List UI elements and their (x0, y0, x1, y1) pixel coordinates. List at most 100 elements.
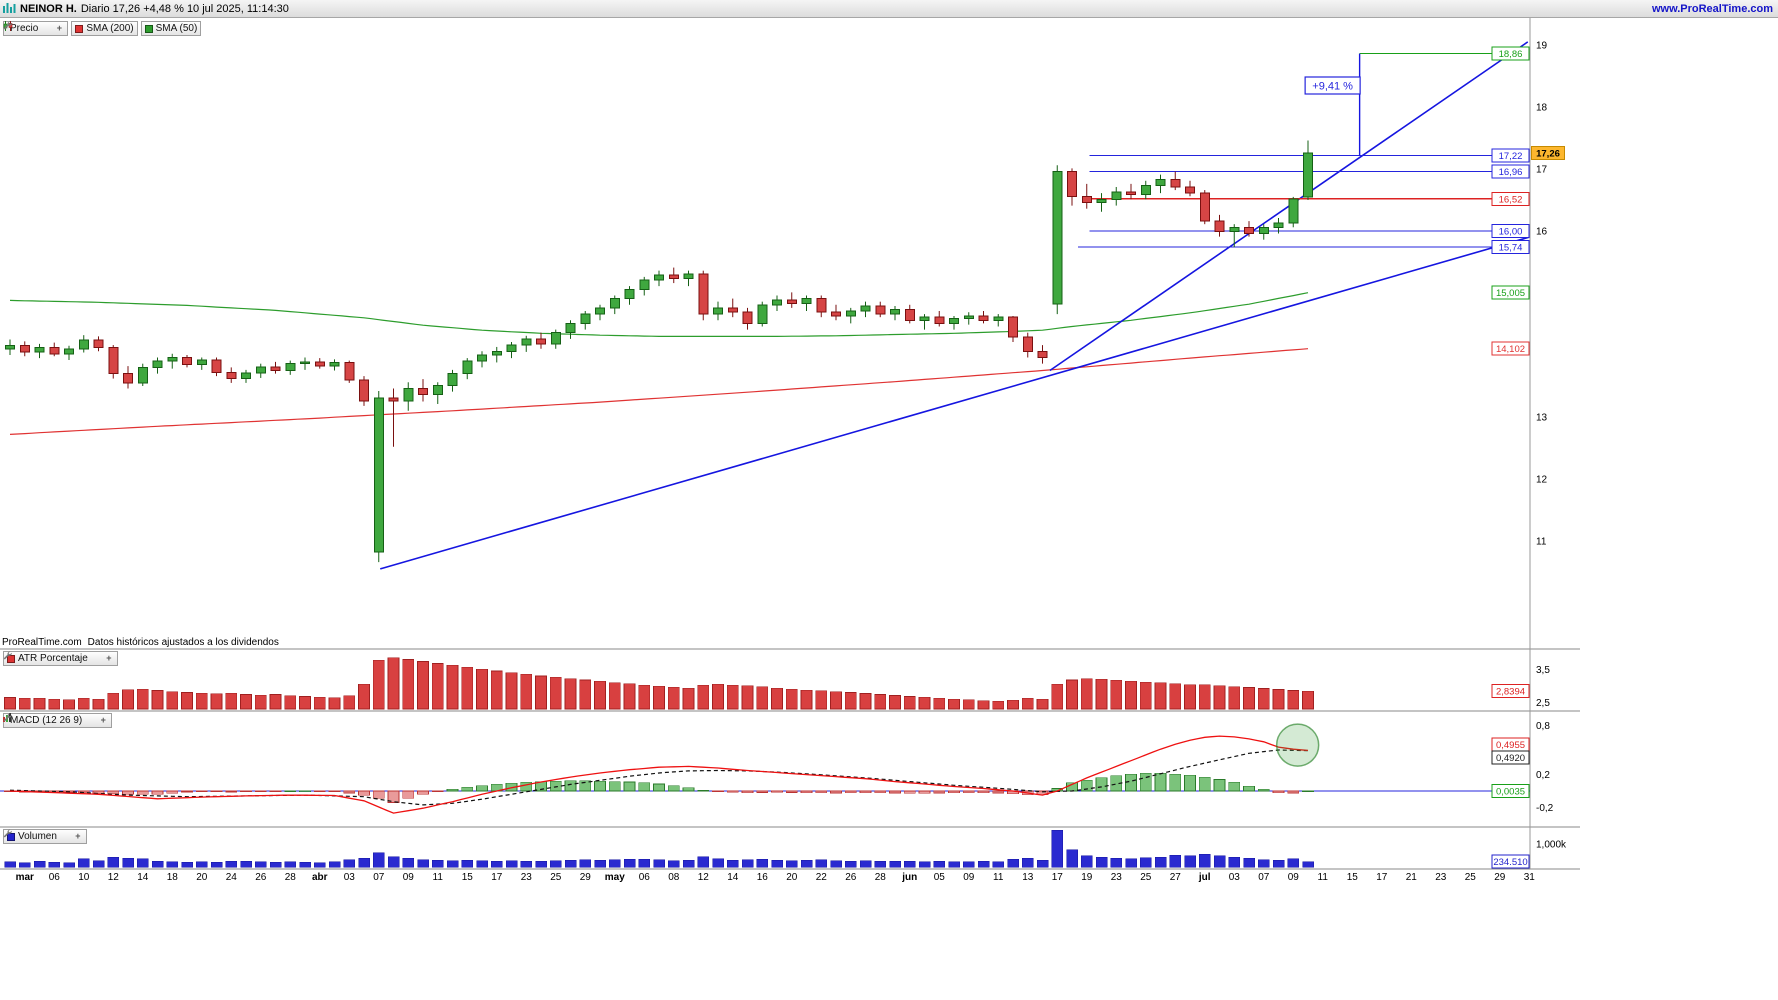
macd-hist-bar (107, 790, 120, 795)
x-axis-label: 16 (757, 872, 769, 883)
add-indicator-icon[interactable]: + (106, 653, 112, 663)
volume-bar (845, 860, 857, 868)
sma50-legend-chip[interactable]: SMA (50) (140, 21, 202, 36)
x-axis-label: 20 (196, 872, 208, 883)
x-axis-label: 26 (255, 872, 267, 883)
atr-bar (490, 670, 503, 710)
volume-bar (623, 858, 636, 868)
macd-hist-bar (549, 780, 562, 792)
atr-bar (254, 694, 267, 710)
atr-current-label-text: 2,8394 (1496, 687, 1525, 698)
candle (1067, 170, 1077, 197)
macd-hist-bar (712, 790, 724, 793)
price-level-label: 16,52 (1491, 191, 1530, 206)
trendline-1[interactable] (380, 236, 1530, 570)
candle (757, 304, 768, 324)
macd-hist-bar (682, 787, 695, 792)
x-axis-label: 14 (137, 872, 149, 883)
wrench-icon[interactable] (3, 651, 101, 664)
wrench-icon[interactable] (3, 713, 95, 726)
x-axis-label: 29 (1494, 872, 1506, 883)
chart-canvas[interactable]: +9,41 % 19 18 17 16 13 12 11 18,86 17,22 16,96 16,5… (0, 18, 1600, 898)
target-annotation-text: +9,41 % (1312, 81, 1353, 93)
macd-hist-bar (328, 790, 341, 793)
macd-hist-bar (1272, 790, 1285, 793)
macd-hist-bar (623, 781, 636, 792)
macd-legend-chip[interactable]: MACD (12 26 9) + (3, 713, 113, 728)
atr-legend-chip[interactable]: ATR Porcentaje + (3, 651, 118, 666)
volume-bar (535, 861, 547, 868)
macd-hist-bar (402, 790, 415, 799)
current-price-label: 17,26 (1531, 145, 1565, 160)
sma200-legend-chip[interactable]: SMA (200) (71, 21, 138, 36)
candle (1111, 191, 1122, 200)
candles-layer[interactable] (5, 140, 1313, 563)
volume-bar (756, 858, 768, 868)
candle (890, 309, 900, 315)
wrench-icon[interactable] (3, 21, 51, 34)
x-axis-label: 11 (1318, 872, 1329, 883)
wrench-icon[interactable] (3, 829, 70, 842)
atr-bar (1257, 688, 1270, 710)
volume-legend-chip[interactable]: Volumen + (3, 829, 87, 844)
price-legend-chip[interactable]: Precio + (3, 21, 69, 36)
volume-bar (564, 860, 577, 868)
macd-hist-bar (726, 790, 739, 793)
price-tick-label: 12 (1536, 475, 1548, 486)
candle (978, 315, 989, 321)
atr-legend-label: ATR Porcentaje (18, 653, 88, 664)
x-axis-label: 20 (786, 872, 798, 883)
macd-value-label-text: 0,4955 (1496, 740, 1525, 751)
x-axis-label: 11 (993, 872, 1004, 883)
title-bar-left: NEINOR H. Diario 17,26 +4,48 % 10 jul 20… (0, 2, 289, 16)
price-level-label: 16,96 (1491, 164, 1530, 179)
target-annotation[interactable]: +9,41 % (1304, 76, 1361, 95)
volume-bar (269, 862, 282, 868)
atr-bar (240, 694, 252, 710)
volume-panel-legend: Volumen + (3, 829, 87, 844)
macd-hist-bar (225, 790, 238, 793)
price-level-label: 15,74 (1491, 240, 1530, 255)
add-indicator-icon[interactable]: + (56, 23, 62, 33)
candle (314, 361, 325, 367)
volume-bar (4, 861, 16, 868)
x-axis-label: 08 (668, 872, 680, 883)
x-axis-label: 26 (845, 872, 857, 883)
atr-bar (682, 687, 695, 710)
volume-current-label (1491, 854, 1530, 869)
macd-hist-bar (918, 790, 931, 794)
candle (1081, 195, 1092, 203)
candle (1258, 226, 1269, 234)
current-price-text: 17,26 (1536, 148, 1560, 159)
volume-bar (358, 858, 370, 868)
macd-hist-bar (240, 790, 252, 793)
volume-bar (1228, 856, 1240, 868)
macd-hist-bar (977, 790, 990, 794)
x-axis-label: 06 (49, 872, 61, 883)
volume-bar (977, 861, 990, 868)
candle (182, 356, 192, 365)
candle (1185, 186, 1195, 194)
macd-hist-bar (1125, 773, 1137, 792)
candle (462, 360, 473, 375)
website-link[interactable]: www.ProRealTime.com (1651, 2, 1773, 15)
volume-bar (417, 859, 429, 868)
atr-bar (343, 695, 356, 710)
volume-bar (786, 860, 798, 868)
atr-bar (1213, 685, 1226, 710)
candle (595, 307, 605, 315)
add-indicator-icon[interactable]: + (100, 715, 106, 725)
macd-hist-bar (756, 790, 769, 793)
candle (344, 361, 355, 381)
atr-bar (638, 684, 651, 710)
add-indicator-icon[interactable]: + (75, 831, 81, 841)
candle (1155, 179, 1166, 187)
atr-bar (1051, 683, 1064, 710)
candle (211, 359, 222, 373)
volume-bar (432, 859, 444, 868)
macd-highlight-circle[interactable] (1275, 723, 1320, 767)
atr-bar (476, 669, 488, 710)
x-axis-label: 21 (1406, 872, 1418, 883)
macd-hist-bar (992, 790, 1005, 794)
volume-bar (948, 861, 960, 868)
